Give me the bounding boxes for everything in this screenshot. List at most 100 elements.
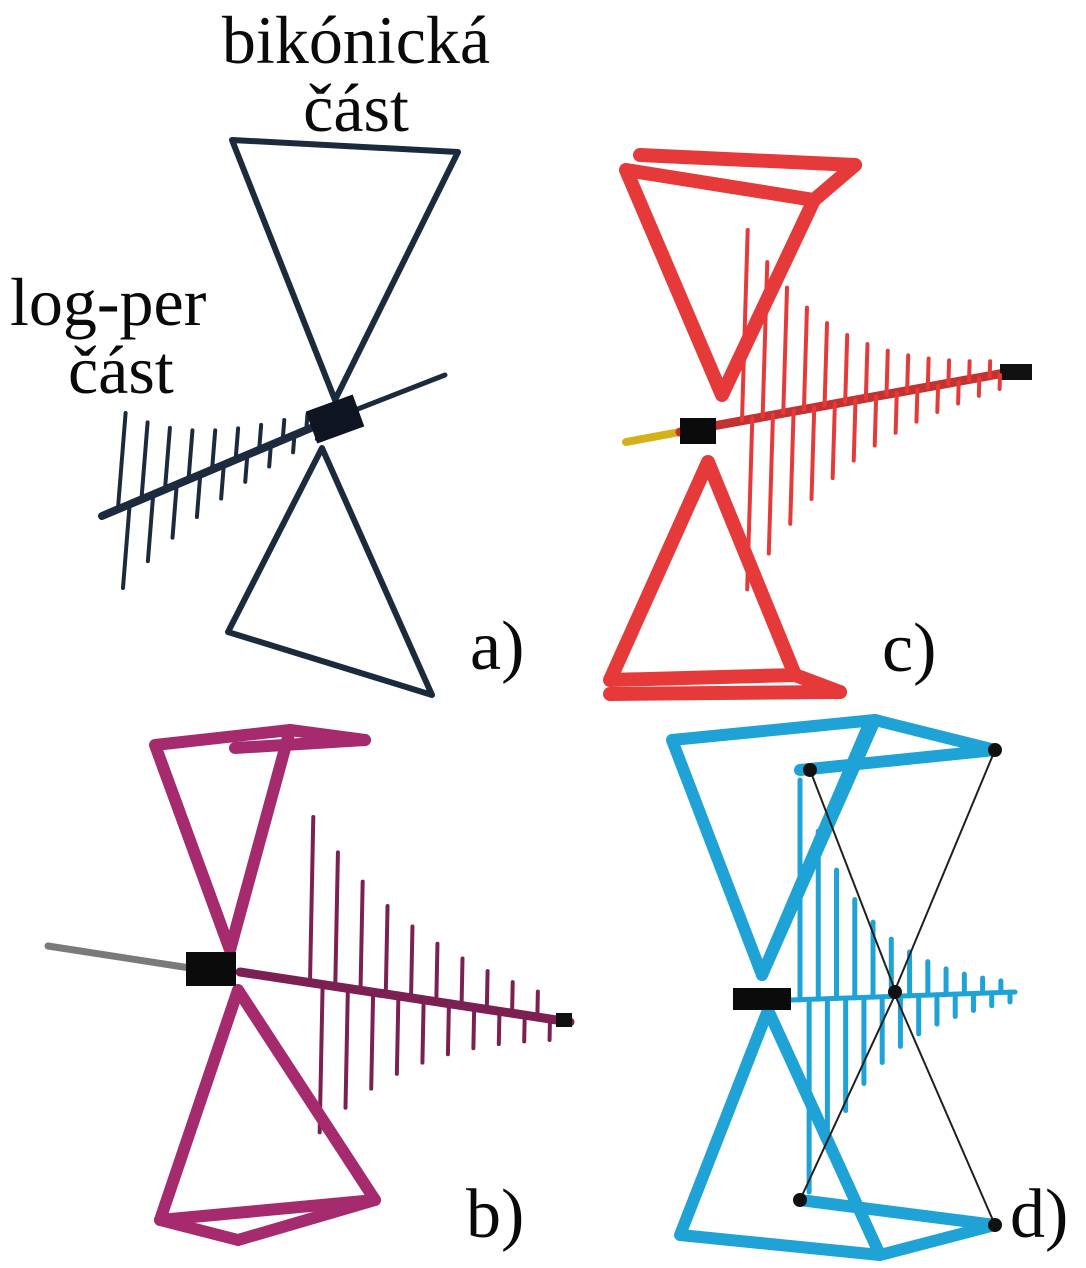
dipole-element bbox=[259, 425, 261, 450]
dipole-element bbox=[804, 308, 807, 410]
frame-joint bbox=[888, 985, 902, 999]
dipole-element bbox=[473, 1007, 474, 1049]
dipole-element bbox=[361, 882, 363, 990]
dipole-element bbox=[197, 474, 200, 517]
dipole-element bbox=[310, 817, 313, 982]
dipole-element bbox=[269, 445, 271, 467]
dipole-element bbox=[524, 1014, 525, 1041]
lower-frame-bar bbox=[800, 1200, 995, 1225]
boom bbox=[240, 972, 570, 1022]
brace-wire bbox=[895, 750, 995, 990]
biconical-label-line2: část bbox=[206, 74, 506, 142]
lower-frame-link bbox=[880, 1225, 995, 1255]
logper-part-label: log-per část bbox=[10, 268, 206, 404]
biconical-upper-triangle bbox=[232, 140, 458, 400]
dipole-element bbox=[411, 927, 412, 998]
dipole-element bbox=[293, 435, 294, 453]
biconical-upper-frame bbox=[155, 730, 290, 950]
logper-label-line2: část bbox=[10, 336, 206, 404]
antenna-d bbox=[672, 720, 1015, 1255]
dipole-element bbox=[512, 982, 513, 1012]
dipole-element bbox=[436, 944, 437, 1001]
upper-frame-bar bbox=[800, 750, 995, 770]
frame-joint bbox=[988, 1218, 1002, 1232]
dipole-element bbox=[979, 379, 980, 396]
antenna-a bbox=[102, 140, 458, 695]
dipole-element bbox=[245, 454, 247, 482]
dipole-element bbox=[422, 999, 423, 1063]
dipole-element bbox=[487, 971, 488, 1008]
dipole-element bbox=[907, 355, 908, 391]
dipole-element bbox=[916, 389, 917, 421]
dipole-element bbox=[236, 428, 238, 459]
dipole-element bbox=[397, 995, 399, 1074]
dipole-element bbox=[118, 413, 126, 508]
lower-frame-bar bbox=[610, 692, 840, 694]
frame-joint bbox=[803, 763, 817, 777]
dipole-element bbox=[958, 382, 959, 403]
dipole-element bbox=[172, 484, 176, 538]
upper-frame-bar bbox=[640, 155, 855, 165]
antenna-c bbox=[610, 155, 1032, 694]
dipole-element bbox=[221, 464, 224, 498]
boom-end-box bbox=[1000, 364, 1032, 380]
feed-box bbox=[186, 952, 236, 986]
dipole-element bbox=[937, 386, 938, 412]
connector-rod bbox=[345, 375, 445, 414]
dipole-element bbox=[283, 420, 285, 440]
dipole-element bbox=[742, 230, 748, 420]
biconical-part-label: bikónická část bbox=[206, 6, 506, 142]
dipole-element bbox=[345, 988, 347, 1108]
logper-label-line1: log-per bbox=[10, 268, 206, 336]
dipole-element bbox=[499, 1010, 500, 1044]
panel-label-a: a) bbox=[470, 612, 524, 682]
dipole-element bbox=[783, 288, 787, 413]
dipole-element bbox=[189, 430, 193, 478]
boom-end-cap bbox=[556, 1013, 572, 1027]
biconical-lower-frame bbox=[610, 462, 795, 680]
dipole-element bbox=[148, 493, 153, 561]
antenna-b bbox=[48, 730, 572, 1240]
dipole-element bbox=[790, 411, 793, 524]
frame-joint bbox=[793, 1193, 807, 1207]
biconical-label-line1: bikónická bbox=[206, 6, 506, 74]
feed-box bbox=[306, 394, 365, 443]
brace-wire bbox=[895, 995, 995, 1225]
dipole-element bbox=[854, 400, 856, 460]
dipole-element bbox=[769, 415, 773, 554]
panel-label-d: d) bbox=[1010, 1180, 1068, 1250]
biconical-lower-frame bbox=[680, 1010, 880, 1255]
feed-box bbox=[733, 988, 791, 1010]
biconical-lower-triangle bbox=[228, 448, 432, 695]
dipole-element bbox=[335, 852, 338, 985]
dipole-element bbox=[386, 906, 388, 993]
dipole-element bbox=[142, 422, 148, 498]
dipole-element bbox=[866, 344, 868, 398]
upper-frame-link bbox=[875, 720, 995, 750]
dipole-element bbox=[123, 503, 130, 588]
dipole-element bbox=[306, 414, 307, 430]
dipole-element bbox=[969, 361, 970, 380]
biconical-lower-frame bbox=[160, 990, 375, 1220]
panel-label-b: b) bbox=[466, 1180, 524, 1250]
dipole-element bbox=[462, 959, 463, 1005]
panel-label-c: c) bbox=[882, 614, 936, 684]
dipole-element bbox=[928, 359, 929, 388]
dipole-element bbox=[875, 397, 876, 446]
dipole-element bbox=[448, 1003, 449, 1054]
dipole-element bbox=[845, 335, 847, 402]
dipole-element bbox=[896, 393, 897, 433]
dipole-element bbox=[212, 430, 215, 469]
lower-frame-link bbox=[160, 1220, 238, 1240]
dipole-element bbox=[886, 351, 887, 395]
dipole-element bbox=[833, 404, 835, 478]
dipole-element bbox=[371, 991, 373, 1088]
coax-rod bbox=[48, 946, 190, 968]
dipole-element bbox=[165, 428, 170, 489]
frame-joint bbox=[988, 743, 1002, 757]
dipole-element bbox=[811, 407, 814, 499]
dipole-element bbox=[948, 360, 949, 384]
connector-tip bbox=[626, 432, 680, 442]
dipole-element bbox=[825, 323, 827, 405]
